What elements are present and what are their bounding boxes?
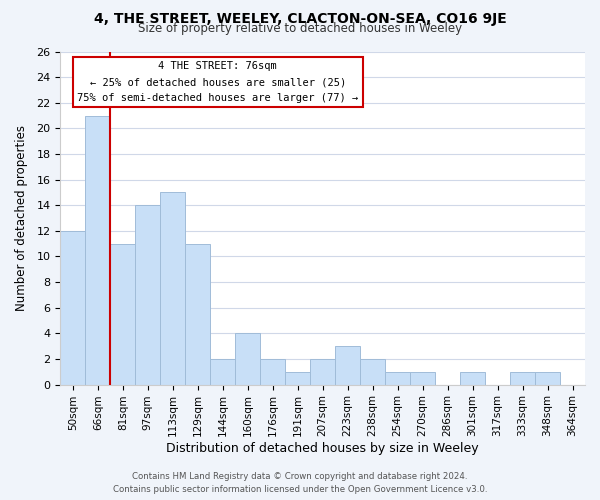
Bar	[185, 244, 210, 384]
Bar	[110, 244, 135, 384]
Y-axis label: Number of detached properties: Number of detached properties	[15, 125, 28, 311]
Bar	[210, 359, 235, 384]
Text: Contains HM Land Registry data © Crown copyright and database right 2024.
Contai: Contains HM Land Registry data © Crown c…	[113, 472, 487, 494]
Bar	[510, 372, 535, 384]
Bar	[135, 205, 160, 384]
Bar	[160, 192, 185, 384]
Bar	[385, 372, 410, 384]
Bar	[310, 359, 335, 384]
Bar	[285, 372, 310, 384]
Bar	[260, 359, 285, 384]
Text: Size of property relative to detached houses in Weeley: Size of property relative to detached ho…	[138, 22, 462, 35]
X-axis label: Distribution of detached houses by size in Weeley: Distribution of detached houses by size …	[166, 442, 479, 455]
Bar	[535, 372, 560, 384]
Text: 4 THE STREET: 76sqm
← 25% of detached houses are smaller (25)
75% of semi-detach: 4 THE STREET: 76sqm ← 25% of detached ho…	[77, 62, 358, 102]
Bar	[410, 372, 435, 384]
Bar	[235, 334, 260, 384]
Bar	[335, 346, 360, 385]
Bar	[360, 359, 385, 384]
Text: 4, THE STREET, WEELEY, CLACTON-ON-SEA, CO16 9JE: 4, THE STREET, WEELEY, CLACTON-ON-SEA, C…	[94, 12, 506, 26]
Bar	[460, 372, 485, 384]
Bar	[61, 231, 85, 384]
Bar	[85, 116, 110, 384]
